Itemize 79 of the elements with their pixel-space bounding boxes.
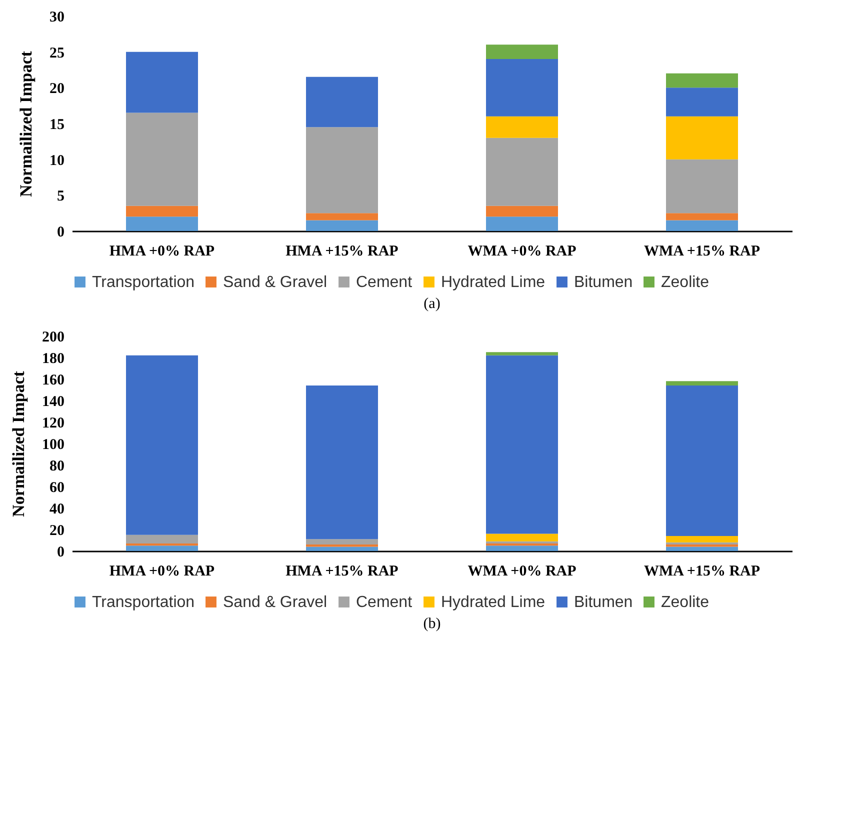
bar xyxy=(486,546,558,551)
legend-label: Cement xyxy=(356,594,413,611)
x-tick-label: HMA +0% RAP xyxy=(109,244,215,260)
bar xyxy=(666,381,738,386)
text: (b) xyxy=(423,616,441,632)
y-tick-label: 40 xyxy=(50,502,64,518)
y-tick-label: 200 xyxy=(42,330,64,346)
bar xyxy=(666,213,738,220)
bar xyxy=(306,546,378,551)
x-tick-label: HMA +0% RAP xyxy=(109,564,215,580)
legend-label: Sand & Gravel xyxy=(223,274,328,291)
y-tick-label: 60 xyxy=(50,480,64,496)
legend-label: Zeolite xyxy=(661,274,710,291)
x-tick-label: WMA +0% RAP xyxy=(468,564,576,580)
bar xyxy=(486,534,558,542)
y-tick-label: 25 xyxy=(50,45,64,62)
bar xyxy=(126,543,198,546)
y-tick-label: 140 xyxy=(42,394,64,410)
legend-label: Hydrated Lime xyxy=(441,274,546,291)
bar xyxy=(126,546,198,551)
bar xyxy=(666,536,738,542)
bar xyxy=(486,352,558,356)
x-tick-label: WMA +0% RAP xyxy=(468,244,576,260)
bar xyxy=(666,73,738,88)
legend-label: Transportation xyxy=(92,594,195,611)
y-tick-label: 100 xyxy=(42,437,64,453)
bar xyxy=(126,52,198,113)
y-tick-label: 30 xyxy=(50,10,64,26)
x-tick-label: HMA +15% RAP xyxy=(286,564,398,580)
bar xyxy=(306,220,378,231)
legend-label: Bitumen xyxy=(574,274,633,291)
bar xyxy=(666,542,738,545)
bar xyxy=(486,206,558,217)
y-tick-label: 80 xyxy=(50,458,64,474)
bar xyxy=(306,213,378,220)
bar xyxy=(486,59,558,116)
bar xyxy=(126,206,198,217)
y-axis-title: Normailized Impact xyxy=(9,370,28,517)
bar xyxy=(666,116,738,160)
y-tick-label: 0 xyxy=(57,224,64,240)
y-tick-label: 0 xyxy=(57,544,64,560)
bar xyxy=(666,385,738,536)
bar xyxy=(666,546,738,551)
x-tick-label: WMA +15% RAP xyxy=(644,564,760,580)
y-axis-title: Normailized Impact xyxy=(16,50,36,197)
bar xyxy=(666,220,738,231)
bar xyxy=(486,138,558,206)
bar xyxy=(306,127,378,214)
y-tick-label: 120 xyxy=(42,416,64,432)
bar xyxy=(666,159,738,214)
bar xyxy=(486,355,558,534)
bar xyxy=(126,112,198,206)
y-tick-label: 180 xyxy=(42,351,64,367)
y-tick-label: 20 xyxy=(50,523,64,539)
x-tick-label: HMA +15% RAP xyxy=(286,244,398,260)
y-tick-label: 15 xyxy=(50,117,64,133)
bar xyxy=(666,88,738,116)
bar xyxy=(306,76,378,128)
y-tick-label: 160 xyxy=(42,372,64,388)
legend-label: Transportation xyxy=(92,274,195,291)
bar xyxy=(486,543,558,546)
x-tick-label: WMA +15% RAP xyxy=(644,244,760,260)
bar xyxy=(306,385,378,540)
legend-label: Bitumen xyxy=(574,594,633,611)
y-tick-label: 20 xyxy=(50,81,64,98)
text: (a) xyxy=(424,296,440,312)
bar xyxy=(126,534,198,544)
y-tick-label: 10 xyxy=(50,152,64,169)
legend-label: Cement xyxy=(356,274,413,291)
legend-label: Sand & Gravel xyxy=(223,594,328,611)
y-tick-label: 5 xyxy=(57,188,64,205)
bar xyxy=(486,116,558,138)
legend-label: Zeolite xyxy=(661,594,710,611)
legend-label: Hydrated Lime xyxy=(441,594,546,611)
bar xyxy=(306,539,378,545)
bar xyxy=(126,355,198,535)
bar xyxy=(486,216,558,231)
bar xyxy=(486,44,558,59)
bar xyxy=(126,216,198,231)
